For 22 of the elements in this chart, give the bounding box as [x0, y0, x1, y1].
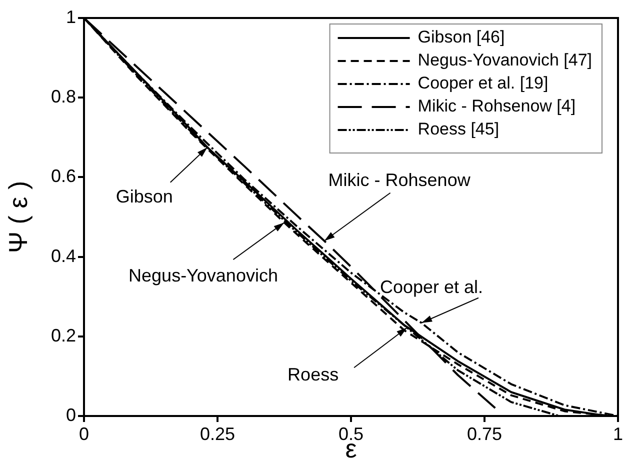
- legend-label: Roess [45]: [418, 120, 500, 139]
- legend-label: Mikic - Rohsenow [4]: [418, 96, 576, 116]
- y-tick-label: 0.4: [50, 246, 76, 266]
- x-tick-label: 0.5: [338, 424, 364, 444]
- y-tick-label: 0.8: [50, 86, 76, 107]
- y-tick-label: 0: [66, 404, 76, 425]
- x-tick-label: 0.25: [200, 424, 236, 444]
- x-tick-label: 0: [78, 424, 90, 444]
- annotation: Roess: [288, 364, 339, 385]
- y-axis-title: Ψ ( ε ): [2, 180, 33, 254]
- y-tick-label: 0.6: [50, 166, 76, 186]
- x-tick-label: 1: [612, 424, 624, 444]
- y-tick-label: 0.2: [50, 325, 76, 346]
- x-tick-label: 0.75: [466, 424, 502, 444]
- legend-label: Negus-Yovanovich [47]: [418, 50, 592, 70]
- annotation: Mikic - Rohsenow: [328, 170, 472, 190]
- legend-label: Cooper et al. [19]: [418, 74, 548, 93]
- legend-label: Gibson [46]: [418, 28, 505, 47]
- annotation: Cooper et al.: [380, 276, 484, 297]
- y-tick-label: 1: [66, 6, 76, 27]
- annotation: Gibson: [116, 186, 173, 206]
- annotation: Negus-Yovanovich: [128, 266, 278, 286]
